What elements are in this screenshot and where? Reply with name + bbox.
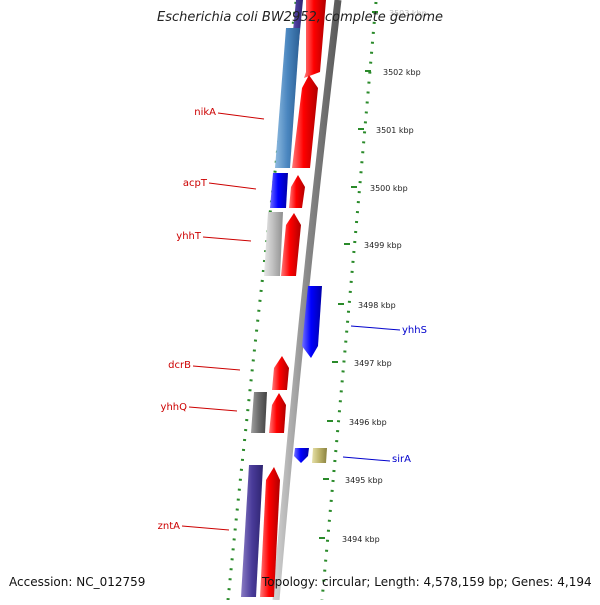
ruler-tick-label: 3497 kbp [354,359,392,368]
gene-arrow [272,356,289,390]
leader-line [192,365,241,371]
ruler-outer-left [226,1,298,601]
gene-block [304,0,326,78]
ruler-labels: 3503 kbp 3502 kbp 3501 kbp 3500 kbp 3499… [342,9,427,544]
gene-arrow [294,448,309,463]
gene-arrow [289,175,305,208]
topology-text: Topology: circular; Length: 4,578,159 bp… [262,575,592,589]
gene-arrow [302,286,322,358]
ruler-outer-right [320,1,378,601]
gene-block [270,173,288,208]
gene-label-yhhs[interactable]: yhhS [402,325,427,336]
accession-text: Accession: NC_012759 [9,575,146,589]
ruler-tick-label: 3500 kbp [370,184,408,193]
leader-line [342,456,391,462]
gene-label-yhhq[interactable]: yhhQ [161,402,188,413]
leader-line [217,112,265,120]
leader-line [350,325,401,331]
gene-label-yhht[interactable]: yhhT [176,231,202,242]
genome-backbone [272,0,342,601]
ruler-tick-label: 3499 kbp [364,241,402,250]
leader-line [188,406,238,412]
gene-features [241,0,327,597]
gene-labels: nikA acpT yhhT dcrB yhhQ zntA yhhS sirA [158,107,427,532]
gene-arrow [260,467,280,597]
gene-block [275,28,300,168]
ruler-tick-label: 3498 kbp [358,301,396,310]
ruler-tick-label: 3501 kbp [376,126,414,135]
gene-label-dcrb[interactable]: dcrB [168,360,191,371]
ruler-tick-label: 3496 kbp [349,418,387,427]
ruler-ticks [319,11,378,539]
gene-arrow [281,213,301,276]
ruler-tick-label: 3494 kbp [342,535,380,544]
gene-label-acpt[interactable]: acpT [183,178,208,189]
map-title: Escherichia coli BW2952, complete genome [157,10,443,25]
gene-block [264,212,283,276]
gene-label-znta[interactable]: zntA [158,521,181,532]
ruler-tick-label: 3495 kbp [345,476,383,485]
gene-arrow [292,75,318,168]
ruler-tick-label: 3502 kbp [383,68,421,77]
leader-line [202,236,252,242]
leader-line [181,525,230,531]
gene-block [251,392,267,433]
leader-line [208,182,257,190]
gene-arrow [269,393,286,433]
gene-label-sira[interactable]: sirA [392,454,411,465]
gene-block [241,465,263,597]
ruler-tick-label: 3503 kbp [389,9,427,18]
gene-block [312,448,327,463]
gene-label-nika[interactable]: nikA [194,107,216,118]
gene-label-leaders [181,112,401,531]
